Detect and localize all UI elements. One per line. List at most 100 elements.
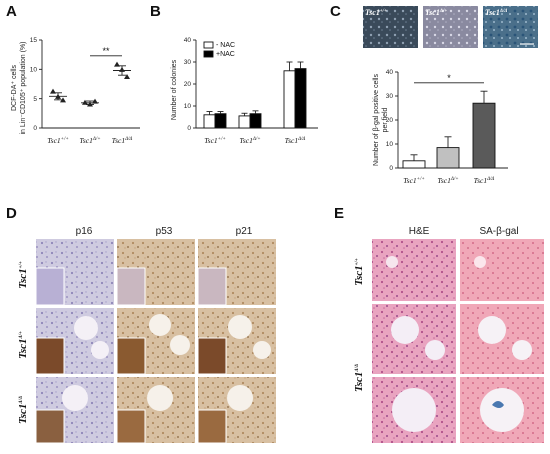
panel-c-image-het (423, 6, 478, 48)
chart-b-y-tick-label: 20 (184, 81, 192, 88)
chart-c-ylabel-line2: per field (382, 107, 389, 132)
chart-a-point (60, 97, 66, 103)
chart-a-point (82, 99, 88, 105)
chart-b-y-tick-label: 10 (184, 103, 192, 110)
chart-a-category-label: Tsc1Δ/Δ (112, 136, 133, 145)
panel-d-inset-p21-ko (197, 409, 227, 444)
panel-letter-a: A (6, 3, 17, 20)
chart-c-category-label: Tsc1Δ/Δ (474, 176, 495, 185)
chart-b-bar (294, 68, 307, 129)
gland-lumen (74, 316, 98, 340)
chart-c-y-tick-label: 10 (386, 141, 394, 148)
gland-lumen (391, 316, 419, 344)
panel-d: p16 p53 p21 Tsc1+/+ Tsc1Δ/+ Tsc1Δ/Δ (17, 226, 276, 444)
gland-lumen (170, 335, 190, 355)
chart-b-y-tick-label: 40 (184, 37, 192, 44)
chart-c-y-tick-label: 0 (389, 165, 393, 172)
chart-b-bar (203, 114, 216, 129)
panel-c-image-ko (483, 6, 538, 48)
chart-b-legend-swatch (203, 41, 214, 49)
sa-bgal-positive-stain (492, 401, 504, 408)
chart-b-bar (249, 113, 262, 129)
panel-d-inset-p53-ko (116, 409, 146, 444)
chart-b: Number of colonies 0 10 20 30 40 Tsc1+/+ Tsc1… (171, 37, 318, 145)
gland-lumen (149, 314, 171, 336)
gland-lumen (91, 341, 109, 359)
chart-b-category-label: Tsc1+/+ (204, 136, 226, 145)
chart-a-category-label: Tsc1Δ/+ (79, 136, 100, 145)
panel-letter-c: C (330, 3, 341, 20)
chart-c-bar (472, 102, 496, 169)
panel-e-row-wt: Tsc1+/+ (353, 258, 365, 286)
chart-b-legend-label: - NAC (216, 42, 235, 49)
panel-e-image-he-wt (372, 239, 456, 301)
chart-b-legend-swatch (203, 50, 214, 58)
chart-c-category-label: Tsc1Δ/+ (437, 176, 458, 185)
chart-b-y-tick-label: 30 (184, 59, 192, 66)
chart-a-point (124, 73, 130, 79)
gland-lumen (253, 341, 271, 359)
gland-lumen (392, 388, 436, 432)
panel-letter-b: B (150, 3, 161, 20)
chart-c-category-label: Tsc1+/+ (403, 176, 425, 185)
panel-d-row-ko: Tsc1Δ/Δ (17, 396, 29, 424)
chart-b-category-label: Tsc1Δ/Δ (285, 136, 306, 145)
chart-c-ylabel-line1: Number of β-gal positive cells (373, 74, 380, 166)
panel-e-row-ko: Tsc1Δ/Δ (353, 364, 365, 392)
gland-lumen (228, 315, 252, 339)
chart-c-y-tick-label: 40 (386, 69, 394, 76)
panel-d-inset-p53-het (116, 337, 146, 375)
chart-b-bar (238, 115, 251, 129)
chart-a-ylabel-line1: DCF-DA⁺ cells (11, 64, 18, 111)
chart-a-y-tick-label: 15 (30, 37, 38, 44)
panel-e: H&E SA-β-gal Tsc1+/+ Tsc1Δ/Δ (353, 226, 544, 443)
panel-c-image-label-ko: Tsc1Δ/Δ (485, 8, 508, 17)
chart-a: DCF-DA⁺ cells in Lin⁻CD105⁺ population (… (11, 37, 140, 145)
panel-d-row-wt: Tsc1+/+ (17, 261, 29, 289)
panel-d-row-het: Tsc1Δ/+ (17, 331, 29, 359)
chart-a-y-tick-label: 5 (33, 96, 37, 103)
chart-b-y-tick-label: 0 (187, 125, 191, 132)
chart-c: Number of β-gal positive cells per field… (373, 69, 508, 185)
panel-c-image-wt (363, 6, 418, 48)
panel-letter-d: D (6, 205, 17, 222)
gland-lumen (480, 388, 524, 432)
panel-c-image-label-wt: Tsc1+/+ (365, 8, 387, 17)
gland-lumen (227, 385, 253, 411)
chart-a-significance-label: ** (102, 46, 110, 56)
panel-e-col-he: H&E (409, 226, 430, 237)
gland-lumen (478, 316, 506, 344)
chart-b-bar (283, 70, 296, 129)
panel-d-col-p16: p16 (76, 226, 93, 237)
chart-b-bar (214, 113, 227, 129)
gland-lumen (425, 340, 445, 360)
panel-d-inset-p16-ko (35, 409, 65, 444)
chart-b-legend-label: +NAC (216, 51, 235, 58)
gland-lumen (147, 385, 173, 411)
gland-lumen (474, 256, 486, 268)
panel-c-images: Tsc1+/+ Tsc1Δ/+ Tsc1Δ/Δ (363, 6, 538, 48)
chart-c-y-tick-label: 30 (386, 93, 394, 100)
gland-lumen (62, 385, 88, 411)
chart-a-y-tick-label: 10 (30, 67, 38, 74)
chart-c-significance-label: * (447, 73, 451, 83)
chart-a-category-label: Tsc1+/+ (47, 136, 69, 145)
chart-c-bar (436, 147, 460, 169)
gland-lumen (386, 256, 398, 268)
panel-d-inset-p16-wt (35, 267, 65, 306)
panel-c-image-label-het: Tsc1Δ/+ (425, 8, 447, 17)
chart-a-y-tick-label: 0 (33, 125, 37, 132)
panel-letter-e: E (334, 205, 344, 222)
panel-d-inset-p53-wt (116, 267, 146, 306)
panel-d-col-p53: p53 (156, 226, 173, 237)
panel-d-inset-p21-het (197, 337, 227, 375)
panel-e-image-sa-wt (460, 239, 544, 301)
gland-lumen (512, 340, 532, 360)
chart-c-y-tick-label: 20 (386, 117, 394, 124)
chart-c-bar (402, 160, 426, 169)
chart-b-ylabel: Number of colonies (171, 59, 178, 120)
panel-d-inset-p21-wt (197, 267, 227, 306)
panel-d-col-p21: p21 (236, 226, 253, 237)
chart-a-ylabel-line2: in Lin⁻CD105⁺ population (%) (20, 42, 27, 135)
